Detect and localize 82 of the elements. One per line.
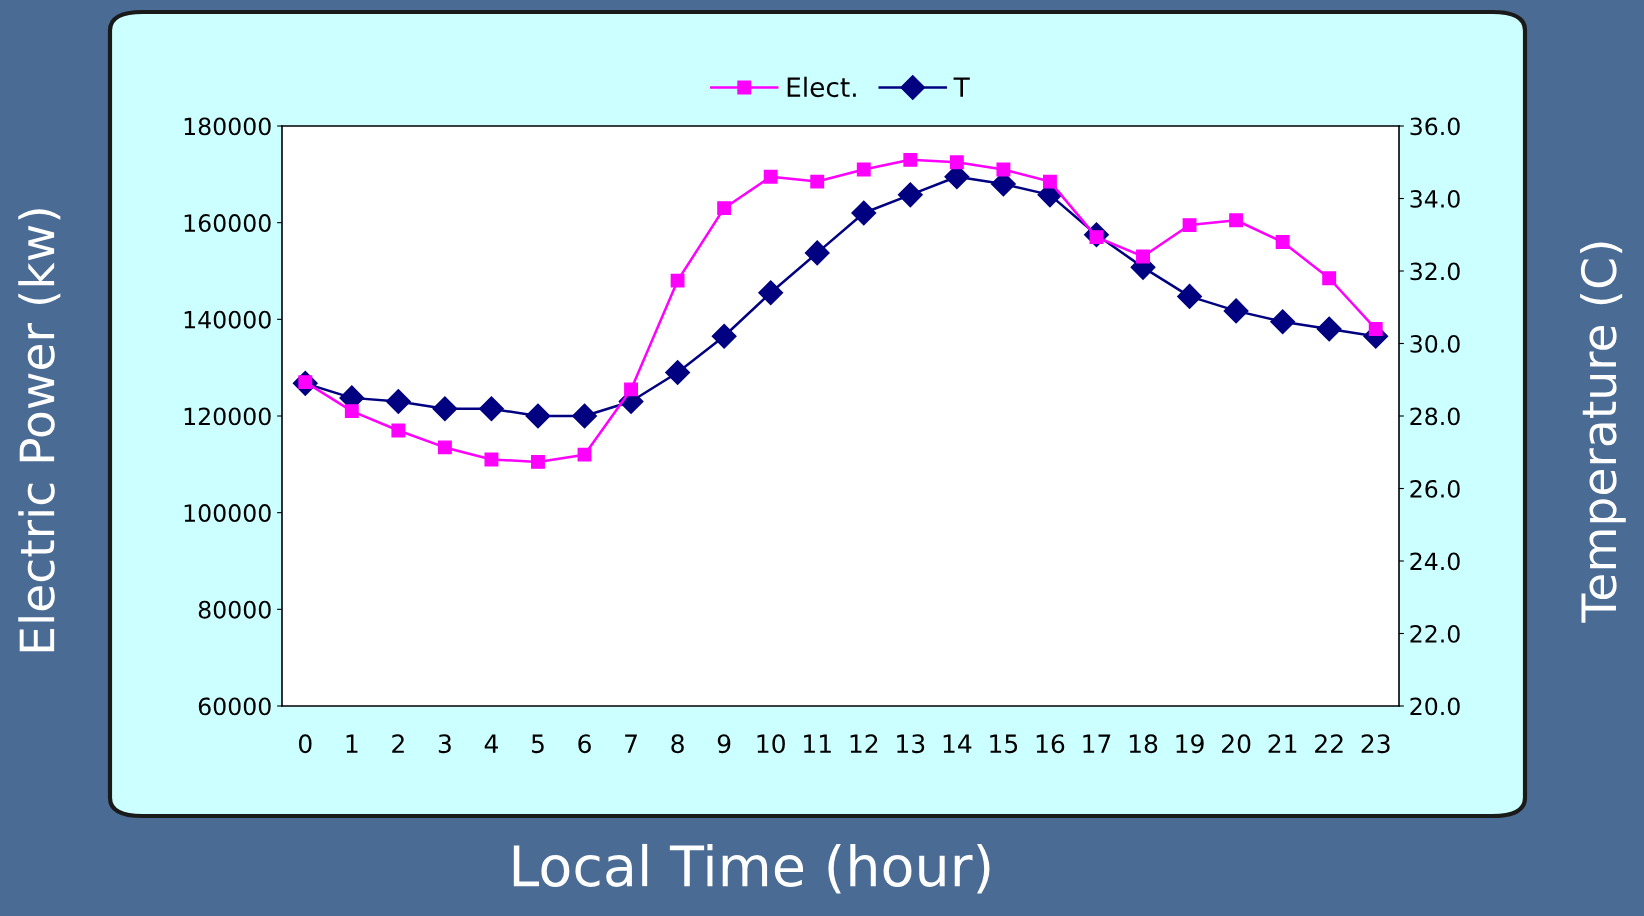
point <box>1042 174 1057 189</box>
x-tick-label: 18 <box>1129 734 1158 754</box>
y2-tick-label: 20.0 <box>1410 697 1460 716</box>
point <box>391 423 406 438</box>
point <box>1368 322 1383 336</box>
y2-tick-label: 24.0 <box>1410 552 1460 571</box>
x-tick-label: 5 <box>531 734 544 754</box>
x-tick-label: 14 <box>943 734 972 753</box>
y-tick-label: 60000 <box>198 697 271 716</box>
point <box>763 169 778 184</box>
x-tick-label: 0 <box>298 734 312 754</box>
x-tick-label: 9 <box>717 734 731 754</box>
point <box>996 162 1011 177</box>
point <box>1322 271 1337 286</box>
x-tick-label: 3 <box>438 734 451 754</box>
y-tick-label: 80000 <box>198 600 271 619</box>
point <box>437 440 452 455</box>
point <box>856 162 871 177</box>
y-axis-title: Electric Power (kw) <box>18 209 61 652</box>
x-tick-label: 8 <box>671 734 684 754</box>
x-axis-title: Local Time (hour) <box>513 843 990 894</box>
point <box>385 389 411 414</box>
point <box>758 280 784 306</box>
point <box>624 382 639 397</box>
point <box>717 201 732 216</box>
x-tick-label: 19 <box>1176 734 1204 754</box>
x-tick-label: 6 <box>578 734 591 754</box>
x-tick-label: 17 <box>1083 734 1111 753</box>
x-tick-label: 10 <box>757 734 785 754</box>
x-tick-label: 20 <box>1222 734 1251 754</box>
point <box>572 403 598 429</box>
legend-label: Elect. <box>787 76 856 98</box>
point <box>665 360 691 385</box>
point <box>1177 283 1203 309</box>
y2-tick-label: 30.0 <box>1410 334 1460 353</box>
point <box>484 452 499 467</box>
y2-axis-title: Temperature (C) <box>1580 242 1626 623</box>
point <box>711 323 737 349</box>
point <box>1229 213 1244 228</box>
point <box>1316 316 1342 342</box>
y2-tick-label: 36.0 <box>1410 117 1460 136</box>
x-tick-label: 4 <box>484 734 498 753</box>
point <box>344 404 359 419</box>
point <box>1223 298 1249 324</box>
y-tick-label: 120000 <box>184 407 271 426</box>
x-tick-label: 13 <box>897 734 925 754</box>
y-tick-label: 180000 <box>184 117 271 136</box>
x-tick-label: 1 <box>346 734 358 753</box>
point <box>810 174 825 189</box>
point <box>531 454 545 469</box>
point <box>1182 218 1197 233</box>
point <box>851 200 877 226</box>
y2-tick-label: 34.0 <box>1410 189 1460 208</box>
point <box>903 152 918 167</box>
point <box>1136 249 1150 264</box>
point <box>949 155 964 170</box>
x-tick-label: 11 <box>804 734 831 753</box>
point <box>525 403 551 429</box>
point <box>670 273 685 288</box>
x-tick-label: 16 <box>1036 734 1065 754</box>
y2-tick-label: 28.0 <box>1410 407 1460 426</box>
point <box>1275 235 1290 249</box>
point <box>577 447 592 462</box>
x-tick-label: 15 <box>990 734 1018 754</box>
y2-tick-label: 26.0 <box>1410 479 1460 498</box>
x-tick-label: 21 <box>1268 734 1297 753</box>
point <box>478 396 504 422</box>
x-tick-label: 7 <box>625 734 637 753</box>
y2-tick-label: 22.0 <box>1410 624 1460 643</box>
point <box>432 396 458 422</box>
point <box>897 182 923 208</box>
point <box>1270 309 1296 335</box>
x-tick-label: 22 <box>1315 734 1343 753</box>
x-tick-label: 12 <box>850 734 878 753</box>
y2-tick-label: 32.0 <box>1410 262 1460 281</box>
y-tick-label: 160000 <box>184 214 271 232</box>
y-tick-label: 100000 <box>184 504 271 522</box>
x-tick-label: 23 <box>1361 734 1390 754</box>
y-tick-label: 140000 <box>184 310 271 329</box>
x-tick-label: 2 <box>392 734 404 753</box>
legend-label: T <box>953 77 970 97</box>
point <box>804 240 830 266</box>
